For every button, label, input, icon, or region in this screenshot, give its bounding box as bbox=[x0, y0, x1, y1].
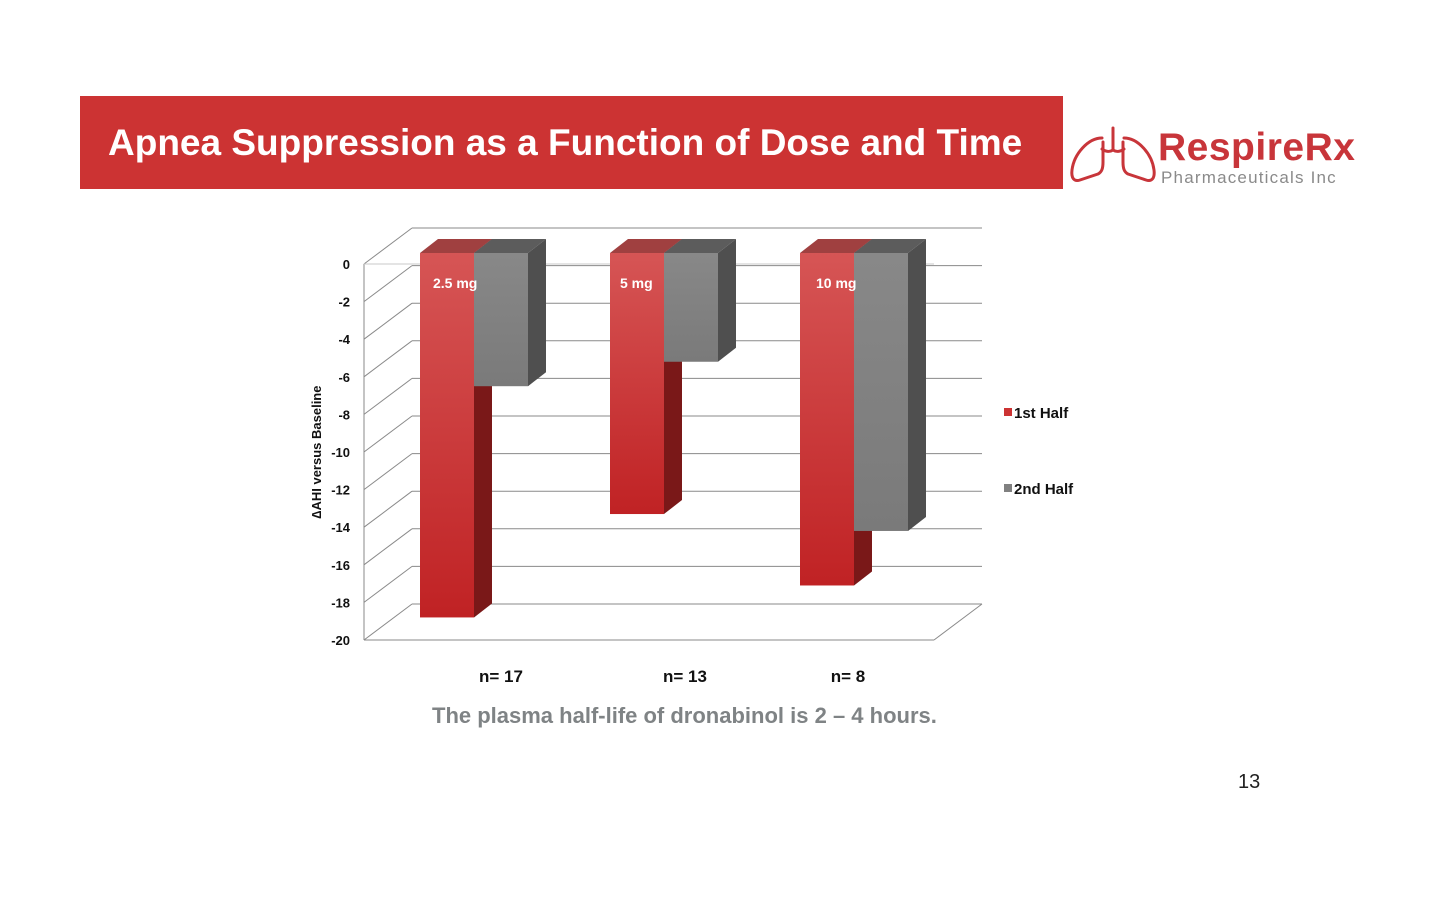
bar-front bbox=[610, 253, 664, 515]
logo-name: RespireRx bbox=[1158, 126, 1356, 169]
x-category-label: n= 13 bbox=[663, 667, 707, 686]
y-tick-label: -10 bbox=[331, 445, 350, 460]
bar-front bbox=[420, 253, 474, 618]
gridline-side bbox=[363, 302, 413, 340]
bar-front bbox=[800, 253, 854, 586]
bar-top bbox=[854, 239, 926, 253]
logo-subtitle: Pharmaceuticals Inc bbox=[1161, 168, 1337, 187]
floor-right-edge bbox=[933, 603, 983, 641]
bar-front bbox=[474, 253, 528, 387]
bar-front bbox=[854, 253, 908, 531]
bar-second-half-1 bbox=[474, 239, 546, 387]
y-tick-label: -2 bbox=[338, 295, 350, 310]
bar-front bbox=[664, 253, 718, 362]
bar-side bbox=[718, 239, 736, 362]
dose-label: 5 mg bbox=[620, 275, 653, 291]
y-tick-label: -20 bbox=[331, 633, 350, 648]
y-tick-label: -8 bbox=[338, 407, 350, 422]
y-tick-label: -6 bbox=[338, 370, 350, 385]
y-tick-label: 0 bbox=[343, 257, 350, 272]
bar-top bbox=[610, 239, 682, 253]
gridline-side bbox=[363, 490, 413, 528]
x-category-label: n= 8 bbox=[831, 667, 866, 686]
bar-side bbox=[528, 239, 546, 387]
legend-label: 1st Half bbox=[1014, 405, 1069, 422]
gridline-side bbox=[363, 377, 413, 415]
bar-second-half-3 bbox=[854, 239, 926, 531]
gridline-side bbox=[363, 603, 413, 641]
gridline-side bbox=[363, 566, 413, 603]
gridline-side bbox=[363, 265, 413, 303]
x-category-label: n= 17 bbox=[479, 667, 523, 686]
company-logo: RespireRx Pharmaceuticals Inc bbox=[1068, 122, 1368, 192]
gridline-side bbox=[363, 227, 413, 265]
title-bar: Apnea Suppression as a Function of Dose … bbox=[80, 96, 1063, 189]
y-tick-label: -14 bbox=[331, 520, 351, 535]
bar-side bbox=[908, 239, 926, 531]
y-tick-label: -4 bbox=[338, 332, 350, 347]
dose-label: 10 mg bbox=[816, 275, 856, 291]
legend-swatch bbox=[1004, 484, 1012, 492]
dose-label: 2.5 mg bbox=[433, 275, 477, 291]
gridline-side bbox=[363, 340, 413, 378]
page-number: 13 bbox=[1238, 771, 1261, 793]
gridline-side bbox=[363, 528, 413, 566]
bar-top bbox=[800, 239, 872, 253]
y-axis-label: ∆AHI versus Baseline bbox=[309, 386, 324, 519]
y-tick-label: -18 bbox=[331, 595, 350, 610]
bar-second-half-2 bbox=[664, 239, 736, 362]
bar-first-half-2 bbox=[610, 239, 682, 515]
slide-title: Apnea Suppression as a Function of Dose … bbox=[108, 122, 1023, 163]
gridline-side bbox=[363, 453, 413, 491]
chart-caption: The plasma half-life of dronabinol is 2 … bbox=[432, 703, 937, 728]
y-tick-label: -16 bbox=[331, 558, 350, 573]
bar-top bbox=[474, 239, 546, 253]
gridline-side bbox=[363, 415, 413, 453]
legend-swatch bbox=[1004, 408, 1012, 416]
lungs-icon bbox=[1070, 126, 1156, 182]
y-tick-label: -12 bbox=[331, 483, 350, 498]
bar-top bbox=[420, 239, 492, 253]
bar-top bbox=[664, 239, 736, 253]
legend-label: 2nd Half bbox=[1014, 481, 1074, 498]
